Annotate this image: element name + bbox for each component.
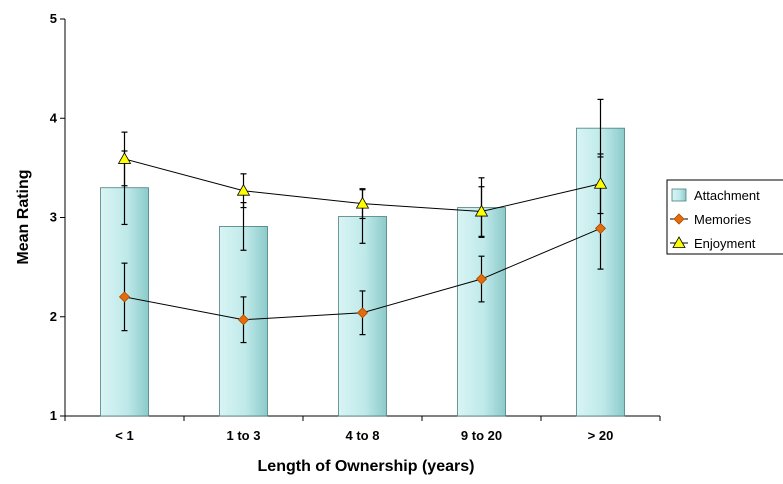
- y-tick-label: 1: [50, 408, 57, 423]
- y-tick-label: 5: [50, 11, 57, 26]
- legend-swatch-attachment: [671, 188, 687, 202]
- x-tick-label: 1 to 3: [227, 428, 261, 443]
- legend-marker-enjoyment: [672, 236, 686, 248]
- y-tick-label: 2: [50, 309, 57, 324]
- plot-area: 1 2 3 4 5 < 1 1 to 3 4 to 8 9 to 20 > 20: [50, 11, 661, 443]
- x-tick-label: > 20: [588, 428, 614, 443]
- legend-label-enjoyment: Enjoyment: [694, 236, 756, 251]
- marker-memories: [594, 222, 607, 234]
- y-tick-label: 3: [50, 210, 57, 225]
- x-tick-label: 4 to 8: [346, 428, 380, 443]
- legend: Attachment Memories Enjoyment: [666, 179, 783, 255]
- y-tick-label: 4: [50, 110, 58, 125]
- x-tick-label: < 1: [115, 428, 133, 443]
- bar-attachment: [457, 207, 506, 417]
- y-axis-title: Mean Rating: [15, 169, 32, 264]
- marker-memories: [237, 314, 250, 326]
- marker-enjoyment: [474, 204, 489, 217]
- legend-label-attachment: Attachment: [694, 188, 760, 203]
- x-tick-label: 9 to 20: [461, 428, 502, 443]
- marker-memories: [475, 273, 488, 285]
- marker-enjoyment: [117, 152, 132, 164]
- legend-label-memories: Memories: [694, 212, 752, 227]
- marker-enjoyment: [355, 196, 370, 209]
- marker-enjoyment: [593, 176, 608, 189]
- marker-memories: [356, 307, 369, 319]
- x-axis-title: Length of Ownership (years): [258, 458, 475, 475]
- marker-memories: [118, 291, 131, 303]
- legend-marker-memories: [673, 213, 685, 225]
- marker-enjoyment: [236, 183, 251, 196]
